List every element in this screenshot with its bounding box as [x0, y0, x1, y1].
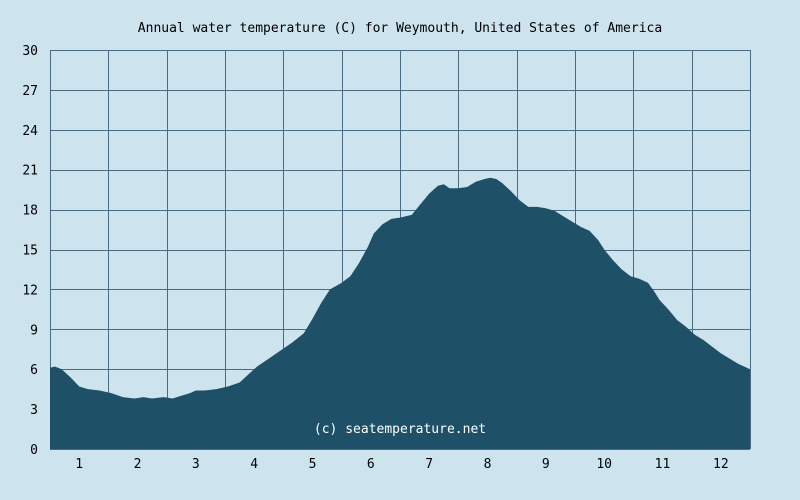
y-tick-label: 6: [30, 363, 38, 378]
y-tick-label: 0: [30, 443, 38, 458]
x-tick-label: 10: [596, 457, 612, 472]
y-tick-label: 30: [22, 44, 38, 59]
x-tick-label: 9: [542, 457, 550, 472]
x-tick-label: 1: [75, 457, 83, 472]
x-tick-label: 6: [367, 457, 375, 472]
y-tick-label: 21: [22, 164, 38, 179]
x-tick-label: 12: [713, 457, 729, 472]
x-tick-label: 11: [655, 457, 671, 472]
x-tick-label: 2: [134, 457, 142, 472]
chart-title: Annual water temperature (C) for Weymout…: [138, 21, 662, 36]
area-layer: [50, 177, 750, 449]
y-tick-label: 15: [22, 244, 38, 259]
x-tick-label: 7: [425, 457, 433, 472]
x-tick-label: 3: [192, 457, 200, 472]
y-tick-label: 3: [30, 403, 38, 418]
y-tick-label: 27: [22, 84, 38, 99]
x-tick-label: 8: [484, 457, 492, 472]
x-tick-label: 4: [250, 457, 258, 472]
temperature-area: [50, 177, 750, 449]
y-tick-label: 12: [22, 283, 38, 298]
y-tick-label: 9: [30, 323, 38, 338]
y-tick-label: 24: [22, 124, 38, 139]
y-tick-label: 18: [22, 204, 38, 219]
watermark: (c) seatemperature.net: [314, 422, 486, 437]
x-tick-label: 5: [309, 457, 317, 472]
